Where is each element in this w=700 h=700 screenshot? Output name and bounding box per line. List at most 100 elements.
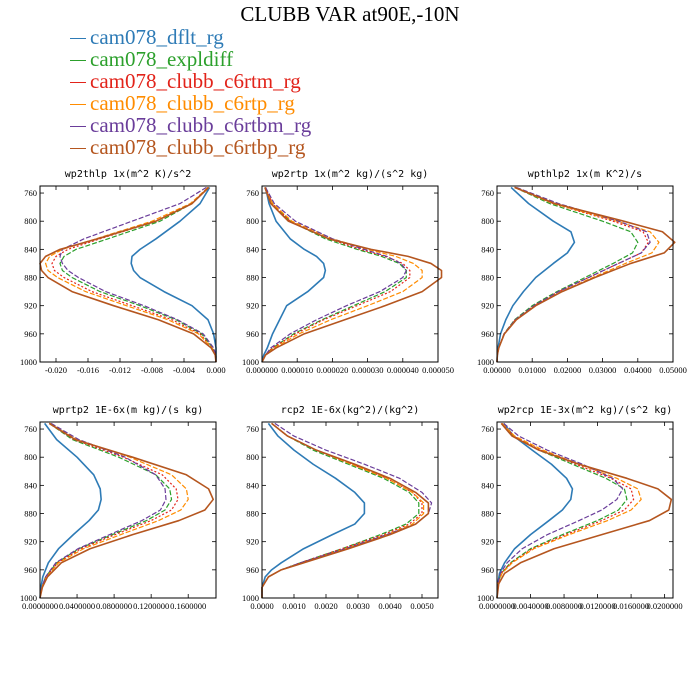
series-line [496,422,574,599]
x-tick-label: 0.0080000 [546,601,582,611]
series-line [261,422,420,598]
x-tick-label: 0.03000 [589,365,617,375]
x-tick-label: 0.000030 [352,365,384,375]
x-tick-label: 0.000020 [316,365,348,375]
series-line [261,187,423,363]
y-tick-label: 920 [246,301,259,311]
legend-line-c6rtp [70,104,86,105]
x-tick-label: 0.04000 [624,365,652,375]
y-tick-label: 800 [24,452,37,462]
plot-frame [496,421,674,599]
legend-label-c6rtp: cam078_clubb_c6rtp_rg [90,91,295,115]
series-line [496,422,642,599]
y-tick-label: 920 [246,537,259,547]
x-tick-label: 0.000040 [387,365,419,375]
x-tick-label: 0.0200000 [647,601,683,611]
x-tick-label: 0.05000 [659,365,687,375]
x-tick-label: 0.0040 [378,601,401,611]
x-tick-label: -0.008 [141,365,163,375]
x-tick-label: 0.000050 [422,365,454,375]
x-tick-label: 0.0000000 [479,601,515,611]
x-tick-label: 0.000010 [281,365,313,375]
y-tick-label: 760 [481,424,494,434]
y-tick-label: 760 [481,188,494,198]
series-line [261,187,407,363]
y-tick-label: 920 [481,301,494,311]
x-tick-label: -0.004 [173,365,196,375]
x-tick-label: 0.0800000 [96,601,132,611]
series-line [496,186,660,363]
x-tick-label: 0.0010 [282,601,305,611]
y-tick-label: 840 [24,244,37,254]
series-line [59,186,217,362]
x-tick-label: 0.0020 [314,601,337,611]
panel-title: wp2rcp 1E-3x(m^2 kg)/(s^2 kg) [498,405,673,416]
y-tick-label: 960 [24,565,37,575]
panel-title: wprtp2 1E-6x(m kg)/(s kg) [53,405,204,416]
series-line [130,187,217,362]
y-tick-label: 1000 [242,593,259,603]
legend-line-c6rtbm [70,126,86,127]
series-line [39,422,189,599]
x-tick-label: 0.0030 [346,601,369,611]
y-tick-label: 880 [246,509,259,519]
legend-label-c6rtm: cam078_clubb_c6rtm_rg [90,69,301,93]
y-tick-label: 920 [24,537,37,547]
y-tick-label: 880 [24,273,37,283]
y-tick-label: 1000 [20,593,37,603]
series-line [496,186,651,363]
plot-frame [261,421,439,599]
x-tick-label: 0.1600000 [170,601,206,611]
x-tick-label: 0.0050 [410,601,433,611]
figure-title: CLUBB VAR at90E,-10N [240,2,460,26]
series-line [496,186,676,363]
y-tick-label: 1000 [477,593,494,603]
legend-label-expldiff: cam078_expldiff [90,47,234,71]
x-tick-label: -0.020 [45,365,67,375]
series-line [39,422,167,599]
legend-line-dflt [70,38,86,39]
x-tick-label: 0.0400000 [59,601,95,611]
y-tick-label: 760 [24,188,37,198]
series-line [44,186,217,362]
x-tick-label: 0.0160000 [613,601,649,611]
x-tick-label: -0.012 [109,365,131,375]
x-tick-label: 0.0120000 [580,601,616,611]
y-tick-label: 920 [481,537,494,547]
y-tick-label: 880 [24,509,37,519]
y-tick-label: 800 [481,452,494,462]
series-line [39,186,217,363]
series-line [496,186,639,363]
y-tick-label: 800 [24,216,37,226]
legend-line-c6rtbp [70,148,86,149]
legend-label-dflt: cam078_dflt_rg [90,25,224,49]
series-line [261,187,407,363]
y-tick-label: 840 [246,480,259,490]
legend-label-c6rtbm: cam078_clubb_c6rtbm_rg [90,113,312,137]
series-line [261,422,423,598]
legend-label-c6rtbp: cam078_clubb_c6rtbp_rg [90,135,306,159]
y-tick-label: 760 [246,188,259,198]
y-tick-label: 800 [246,216,259,226]
x-tick-label: 0.0040000 [512,601,548,611]
x-tick-label: 0.00000 [483,365,511,375]
legend-line-c6rtm [70,82,86,83]
y-tick-label: 880 [481,509,494,519]
plot-frame [39,421,217,599]
legend-line-expldiff [70,60,86,61]
y-tick-label: 1000 [477,357,494,367]
panel-title: rcp2 1E-6x(kg^2)/(kg^2) [281,405,419,416]
y-tick-label: 960 [246,329,259,339]
series-line [261,187,411,363]
series-line [496,186,649,363]
series-line [261,187,327,363]
series-line [261,187,443,363]
x-tick-label: 0.000000 [246,365,278,375]
series-line [51,186,217,362]
plot-frame [261,185,439,363]
panel-title: wp2thlp 1x(m^2 K)/s^2 [65,169,191,180]
series-line [59,186,217,362]
y-tick-label: 1000 [20,357,37,367]
y-tick-label: 960 [246,565,259,575]
x-tick-label: -0.016 [77,365,99,375]
